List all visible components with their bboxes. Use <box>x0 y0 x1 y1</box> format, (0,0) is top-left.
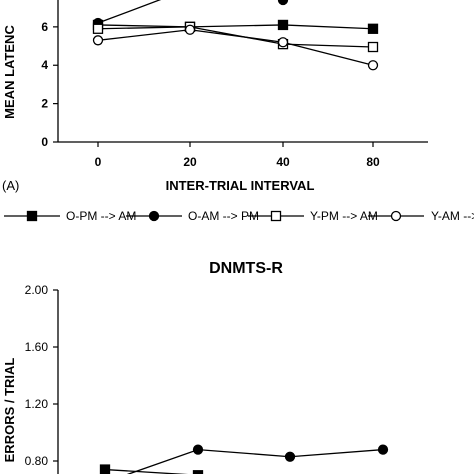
series-line <box>97 24 374 30</box>
panel-a-series-o-pm-am <box>92 19 379 34</box>
data-point <box>99 464 111 474</box>
legend-marker <box>26 210 38 222</box>
panel-a-y-tick-label: 0 <box>41 135 48 149</box>
panel-a-x-tick-label: 0 <box>95 155 102 169</box>
legend-label: O-AM --> PM <box>188 209 259 223</box>
legend: O-PM --> AM O-AM --> PM Y-PM --> AM Y-AM --… <box>4 209 474 223</box>
data-point <box>367 41 379 53</box>
legend-item-o-am-pm: O-AM --> PM <box>126 209 259 223</box>
panel-a-y-tick-label: 4 <box>41 58 48 72</box>
legend-item-o-pm-am: O-PM --> AM <box>4 209 136 223</box>
data-point <box>92 23 104 34</box>
panel-b-series-o-pm-am <box>99 464 204 474</box>
data-point <box>184 24 196 35</box>
panel-b-series-o-am-pm <box>126 444 389 474</box>
data-point <box>277 37 289 48</box>
panel-b-y-tick-label: 0.80 <box>25 454 49 468</box>
panel-a-x-axis-label: INTER-TRIAL INTERVAL <box>166 178 315 193</box>
data-point <box>277 19 289 31</box>
legend-label: Y-AM --> PM <box>431 209 474 223</box>
panel-b-y-tick-label: 1.60 <box>25 340 49 354</box>
panel-a-label: (A) <box>2 178 19 193</box>
panel-b-y-axis-label: ERRORS / TRIAL <box>2 358 17 463</box>
panel-a-x-tick-label: 40 <box>276 155 290 169</box>
legend-item-y-pm-am: Y-PM --> AM <box>248 209 378 223</box>
series-line <box>126 448 384 474</box>
legend-marker <box>148 210 160 222</box>
panel-b-y-tick-label: 2.00 <box>25 283 49 297</box>
data-point <box>192 470 204 474</box>
panel-a-y-axis-label: MEAN LATENC <box>2 25 17 119</box>
data-point <box>367 23 379 34</box>
data-point <box>192 444 204 455</box>
legend-label: Y-PM --> AM <box>310 209 378 223</box>
data-point <box>377 444 389 455</box>
chart-panel-a: MEAN LATENC 0 2 4 6 0 20 40 80 (A) INTER-TRIAL… <box>2 0 428 193</box>
series-line <box>97 26 374 48</box>
panel-a-x-tick-label: 80 <box>366 155 380 169</box>
data-point <box>284 451 296 462</box>
panel-a-x-tick-label: 20 <box>183 155 197 169</box>
legend-label: O-PM --> AM <box>66 209 136 223</box>
panel-a-y-tick-label: 6 <box>41 20 48 34</box>
panel-b-y-tick-label: 1.20 <box>25 397 49 411</box>
series-line <box>97 0 283 24</box>
series-line <box>97 29 374 66</box>
data-point <box>92 35 104 46</box>
legend-marker <box>270 210 282 222</box>
data-point <box>367 60 379 71</box>
legend-item-y-am-pm: Y-AM --> PM <box>368 209 474 223</box>
panel-a-y-tick-label: 2 <box>41 97 48 111</box>
chart-panel-b: DNMTS-R ERRORS / TRIAL 0.80 1.20 1.60 2.00 <box>2 260 389 474</box>
legend-marker <box>390 210 402 222</box>
panel-a-series-y-am-pm <box>92 24 379 71</box>
panel-b-title: DNMTS-R <box>209 260 283 277</box>
data-point <box>277 0 289 6</box>
series-line <box>104 468 189 474</box>
